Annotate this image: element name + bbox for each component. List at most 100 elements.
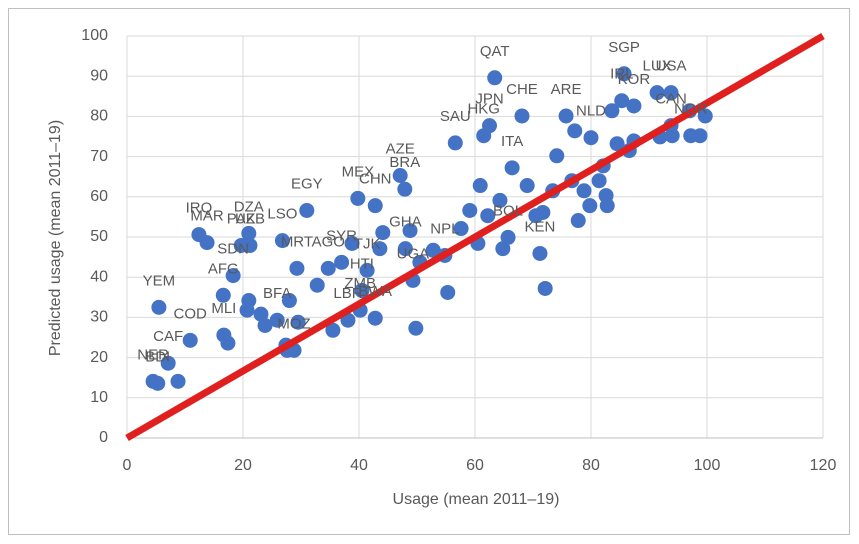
point-label: HKG	[467, 101, 500, 118]
point-label: NPL	[430, 220, 459, 237]
point-label: NOR	[674, 101, 708, 118]
point	[253, 306, 269, 322]
point	[397, 181, 413, 197]
chart-frame	[8, 8, 850, 535]
point	[583, 130, 599, 146]
point-label: BFA	[263, 285, 291, 302]
point-label: ARE	[551, 81, 582, 98]
point	[215, 287, 231, 303]
y-axis-title: Predicted usage (mean 2011–19)	[47, 120, 64, 356]
x-tick-label: 100	[694, 457, 721, 474]
x-axis-title: Usage (mean 2011–19)	[393, 491, 560, 508]
point	[576, 183, 592, 199]
point	[425, 242, 441, 258]
point-label: KOR	[618, 71, 651, 88]
point	[514, 108, 530, 124]
point	[604, 103, 620, 119]
point	[476, 128, 492, 144]
point-label: SDN	[217, 241, 249, 258]
point-label: CHE	[506, 81, 538, 98]
y-tick-label: 70	[90, 148, 108, 165]
point	[408, 320, 424, 336]
point-label: DZA	[234, 198, 264, 215]
point	[649, 85, 665, 101]
point	[225, 268, 241, 284]
y-tick-label: 50	[90, 228, 108, 245]
point	[375, 225, 391, 241]
point	[269, 312, 285, 328]
point	[242, 237, 258, 253]
point	[535, 204, 551, 220]
point-label: SAU	[440, 108, 471, 125]
point-label: IRL	[610, 66, 633, 83]
point-label: MRT	[281, 233, 313, 250]
point	[616, 66, 632, 82]
point	[440, 284, 456, 300]
point-label: MOZ	[277, 315, 310, 332]
point-label: CAF	[153, 328, 183, 345]
point	[354, 282, 370, 298]
point-label: PAK	[227, 210, 256, 227]
point	[182, 332, 198, 348]
point-label: EGY	[291, 175, 323, 192]
point	[447, 135, 463, 151]
point-label: CHN	[359, 171, 392, 188]
point	[299, 202, 315, 218]
point-label: AFG	[208, 260, 239, 277]
point	[697, 108, 713, 124]
point	[582, 198, 598, 214]
point-label: LUX	[643, 58, 672, 75]
point-label: SYR	[326, 227, 357, 244]
x-tick-label: 40	[350, 457, 368, 474]
point	[504, 160, 520, 176]
point	[367, 310, 383, 326]
point-label: MLI	[211, 300, 236, 317]
y-tick-label: 40	[90, 268, 108, 285]
point	[359, 262, 375, 278]
point	[325, 322, 341, 338]
point	[453, 221, 469, 237]
point-label: BWA	[358, 283, 392, 300]
point	[472, 178, 488, 194]
point	[614, 93, 630, 109]
point-label: QAT	[480, 43, 510, 60]
point-label: COD	[174, 305, 208, 322]
point	[151, 299, 167, 315]
point-label: LSO	[267, 206, 297, 223]
point	[567, 123, 583, 139]
point-label: CAN	[655, 91, 687, 108]
point	[290, 314, 306, 330]
point	[532, 245, 548, 261]
point-label: ITA	[501, 133, 523, 150]
point	[281, 293, 297, 309]
point	[663, 85, 679, 101]
point-label: UZB	[235, 210, 265, 227]
point	[599, 198, 615, 214]
point-label: MAR	[190, 208, 224, 225]
point	[500, 229, 516, 245]
point	[487, 70, 503, 86]
point	[372, 241, 388, 257]
point	[558, 108, 574, 124]
y-tick-label: 100	[81, 27, 108, 44]
y-tick-label: 0	[99, 429, 108, 446]
point	[609, 136, 625, 152]
point	[664, 128, 680, 144]
point	[537, 280, 553, 296]
reference-line	[125, 32, 825, 442]
point-label: KEN	[525, 218, 556, 235]
x-tick-label: 80	[582, 457, 600, 474]
point-label: AGO	[312, 233, 345, 250]
x-tick-label: 120	[810, 457, 837, 474]
point	[591, 173, 607, 189]
point-label: BDI	[145, 348, 170, 365]
point	[367, 198, 383, 214]
point-label: LBR	[333, 285, 362, 302]
point-label: BRA	[389, 154, 420, 171]
y-tick-label: 80	[90, 108, 108, 125]
point-label: MEX	[342, 163, 375, 180]
point-label: BOL	[493, 202, 523, 219]
point	[309, 277, 325, 293]
point-label: JPN	[475, 91, 503, 108]
